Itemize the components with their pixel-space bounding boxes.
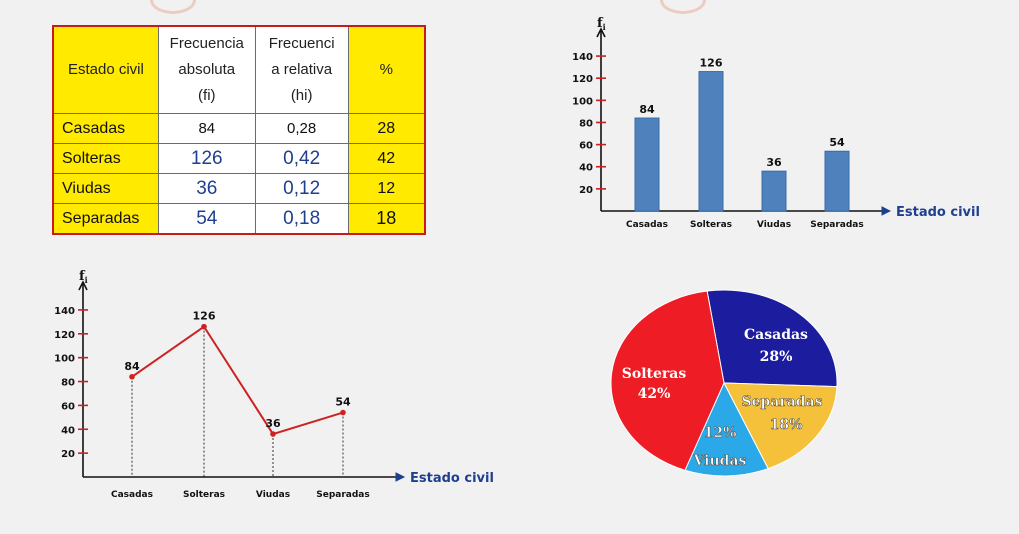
y-tick-label: 80	[61, 378, 75, 389]
bar-casadas	[634, 117, 660, 212]
point-data-label: 54	[335, 396, 351, 409]
pie-slice-separadas	[723, 382, 838, 470]
y-axis-arrow	[596, 27, 606, 38]
y-tick-label: 120	[572, 74, 593, 85]
y-tick-label: 40	[61, 425, 75, 436]
cell-fi: 84	[157, 113, 256, 144]
cell-fi: 36	[157, 173, 256, 204]
y-tick-label: 120	[54, 330, 75, 341]
header-frecuencia-absoluta: Frecuencia absoluta (fi)	[157, 25, 256, 114]
y-axis-label: fi	[79, 269, 88, 285]
cell-pct: 42	[347, 143, 426, 174]
cell-pct: 28	[347, 113, 426, 144]
x-tick-label: Solteras	[183, 490, 225, 500]
x-tick-label: Viudas	[757, 220, 791, 230]
bar-data-label: 54	[829, 136, 845, 149]
pie-label: Casadas	[744, 327, 808, 343]
x-tick-label: Separadas	[810, 220, 864, 230]
table-row: Separadas 54 0,18 18	[52, 203, 426, 235]
bar-data-label: 36	[766, 156, 782, 169]
pie-percent-label: 12%	[704, 425, 737, 441]
line-chart: fi Estado civil 20 40 60 80 100 120 140 84 Casadas…	[54, 269, 494, 500]
header-estado-civil: Estado civil	[52, 25, 159, 114]
y-axis-arrow	[78, 280, 88, 291]
header-line: %	[379, 61, 393, 78]
pie-slice-casadas	[706, 289, 838, 388]
y-axis-label-subscript: i	[85, 275, 88, 285]
header-line: Frecuenci	[268, 35, 335, 52]
y-tick-label: 80	[579, 118, 593, 129]
header-line: (fi)	[198, 87, 216, 104]
bar-viudas	[761, 170, 787, 212]
line-point-solteras	[201, 323, 207, 330]
y-tick-label: 60	[61, 401, 75, 412]
y-axis-label-subscript: i	[603, 22, 606, 32]
cell-hi: 0,28	[254, 113, 349, 144]
bar-solteras	[698, 71, 724, 212]
cell-estado: Viudas	[52, 173, 159, 204]
pie-label: Separadas	[741, 394, 822, 410]
pie-label: Viudas	[693, 453, 747, 469]
y-tick-label: 60	[579, 141, 593, 152]
header-line: (hi)	[290, 87, 313, 104]
pie-chart: Casadas 28% Separadas 18% Viudas 12% Solteras 4…	[610, 289, 838, 477]
x-tick-label: Separadas	[316, 490, 370, 500]
point-data-label: 84	[124, 360, 140, 373]
frequency-table: Estado civil Frecuencia absoluta (fi) Frec…	[52, 25, 426, 235]
x-axis-label: Estado civil	[410, 471, 494, 486]
cell-fi: 54	[157, 203, 256, 235]
point-data-label: 126	[193, 310, 216, 323]
bar-data-label: 84	[639, 103, 655, 116]
bar-separadas	[824, 150, 850, 212]
x-axis-arrow	[395, 472, 406, 482]
x-tick-label: Solteras	[690, 220, 732, 230]
y-tick-label: 100	[572, 96, 593, 107]
x-tick-label: Casadas	[111, 490, 153, 500]
x-tick-label: Casadas	[626, 220, 668, 230]
line-point-separadas	[340, 409, 346, 416]
bar-chart: fi Estado civil 20 40 60 80 100 120 140 84 Casadas…	[572, 16, 980, 230]
cell-pct: 12	[347, 173, 426, 204]
pie-slice-solteras	[610, 290, 725, 471]
y-tick-label: 100	[54, 354, 75, 365]
bar-data-label: 126	[700, 57, 723, 70]
y-tick-label: 140	[54, 306, 75, 317]
x-axis-arrow	[881, 206, 892, 216]
header-frecuencia-relativa: Frecuenci a relativa (hi)	[254, 25, 349, 114]
header-line: absoluta	[178, 61, 236, 78]
header-line: a relativa	[271, 61, 333, 78]
table-row: Solteras 126 0,42 42	[52, 143, 426, 174]
series-line	[131, 325, 344, 436]
table-row: Viudas 36 0,12 12	[52, 173, 426, 204]
point-data-label: 36	[265, 417, 281, 430]
table-header-row: Estado civil Frecuencia absoluta (fi) Frec…	[52, 25, 426, 114]
pie-percent-label: 42%	[638, 386, 671, 402]
y-tick-label: 140	[572, 52, 593, 63]
header-line: Frecuencia	[169, 35, 244, 52]
pie-label: Solteras	[622, 366, 687, 382]
pie-slice-viudas	[684, 381, 769, 477]
y-tick-label: 40	[579, 163, 593, 174]
cell-estado: Separadas	[52, 203, 159, 235]
pie-percent-label: 18%	[770, 417, 803, 433]
x-tick-label: Viudas	[256, 490, 290, 500]
cell-hi: 0,12	[254, 173, 349, 204]
line-point-viudas	[270, 431, 276, 437]
y-tick-label: 20	[579, 185, 593, 196]
cell-pct: 18	[347, 203, 426, 235]
pie-percent-label: 28%	[760, 349, 793, 365]
line-point-casadas	[129, 373, 135, 380]
x-axis-label: Estado civil	[896, 205, 980, 220]
y-tick-label: 20	[61, 449, 75, 460]
y-axis-label: fi	[597, 16, 606, 32]
header-line: Estado civil	[67, 61, 144, 78]
